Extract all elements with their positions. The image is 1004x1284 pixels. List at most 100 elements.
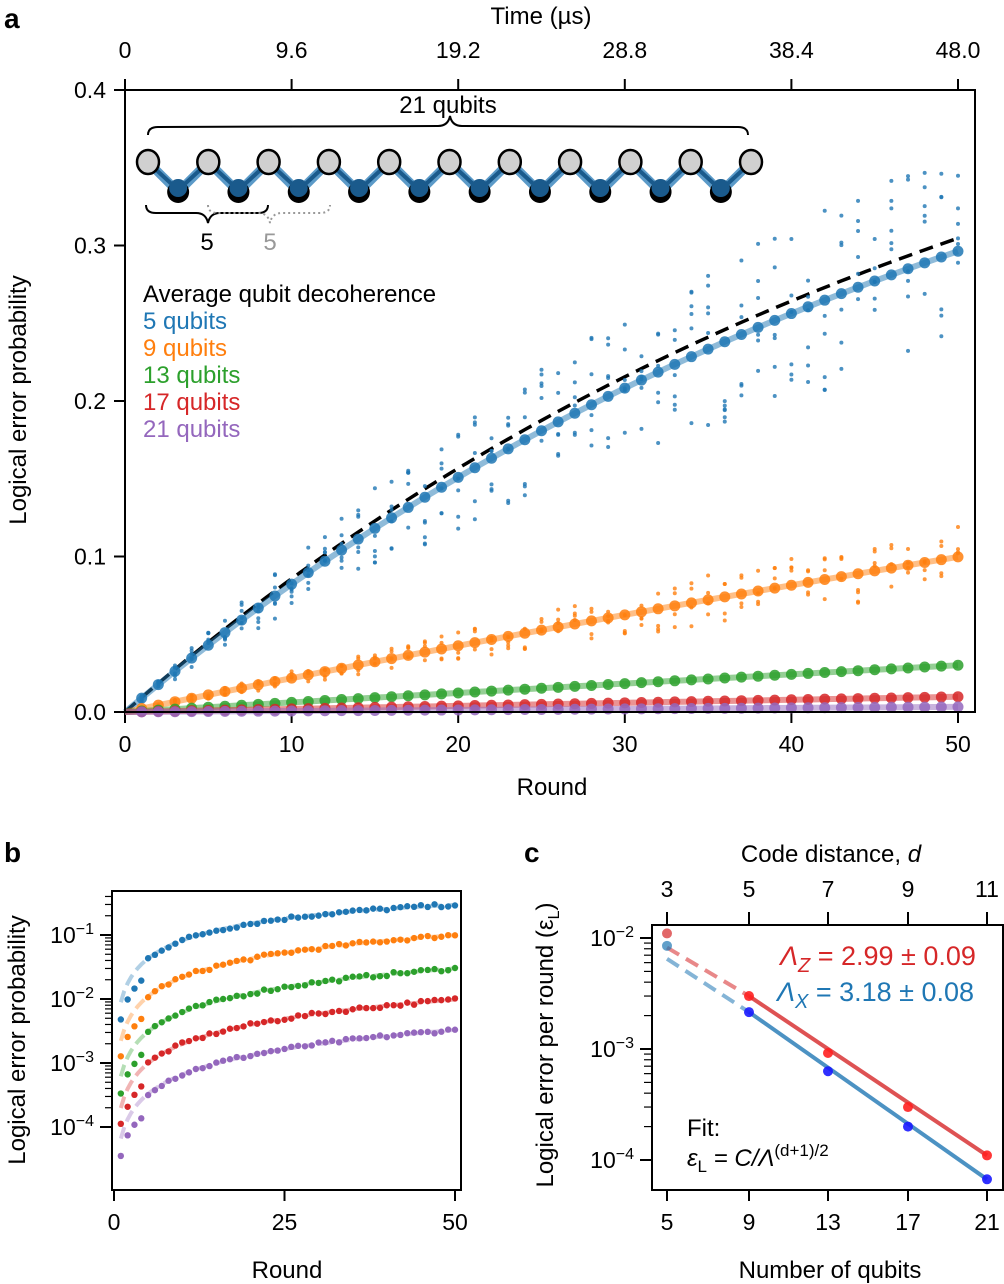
- mean-point: [685, 674, 697, 686]
- sample-point: [522, 415, 527, 420]
- sample-point: [706, 311, 711, 316]
- mean-point: [919, 556, 931, 568]
- sample-point: [889, 546, 894, 551]
- inset-brace-total: [147, 115, 749, 136]
- sample-point: [939, 539, 944, 544]
- b-point: [431, 996, 438, 1004]
- b-point: [322, 942, 329, 950]
- b-point: [329, 911, 336, 918]
- sample-point: [389, 646, 394, 651]
- mean-point: [769, 694, 781, 706]
- sample-point: [389, 507, 394, 512]
- sample-point: [189, 648, 194, 653]
- sample-point: [489, 647, 494, 652]
- b-point: [117, 1016, 125, 1023]
- b-point: [185, 933, 193, 941]
- mean-point: [902, 662, 914, 674]
- mean-point: [352, 693, 364, 705]
- lambda-z-label: ΛZ = 2.99 ± 0.09: [778, 941, 976, 977]
- a-x-tick-label: 50: [945, 731, 971, 757]
- sample-point: [439, 511, 444, 516]
- sample-point: [856, 271, 861, 276]
- b-point: [131, 1060, 138, 1068]
- mean-point: [436, 704, 448, 716]
- sample-point: [506, 643, 511, 648]
- sample-point: [956, 206, 960, 211]
- b-point: [417, 1028, 425, 1036]
- mean-point: [419, 704, 431, 716]
- b-point: [274, 986, 281, 993]
- sample-point: [539, 372, 544, 377]
- b-point: [260, 951, 268, 958]
- sample-point: [289, 600, 294, 605]
- a-y-tick-label: 0.4: [74, 77, 106, 103]
- sample-point: [389, 546, 394, 551]
- mean-point: [386, 653, 398, 665]
- sample-point: [706, 573, 711, 578]
- b-point: [172, 1075, 179, 1082]
- sample-point: [256, 626, 261, 631]
- sample-point: [656, 623, 661, 628]
- b-point: [390, 1002, 397, 1009]
- mean-point: [752, 585, 764, 597]
- mean-point: [319, 695, 331, 707]
- b-point: [131, 1121, 138, 1128]
- sample-point: [822, 375, 827, 380]
- sample-point: [456, 432, 461, 437]
- b-point: [144, 1091, 152, 1099]
- c-x-tick-label: 21: [974, 1209, 1000, 1235]
- mean-point: [785, 702, 797, 714]
- sample-point: [722, 419, 727, 424]
- sample-point: [706, 422, 711, 427]
- b-point: [410, 1001, 418, 1008]
- b-point: [185, 1005, 193, 1012]
- mean-point: [852, 701, 864, 713]
- b-point: [226, 994, 234, 1002]
- b-point: [301, 982, 309, 989]
- sample-point: [956, 236, 960, 241]
- mean-point: [702, 343, 714, 355]
- b-point: [294, 914, 302, 921]
- sample-point: [672, 373, 677, 378]
- mean-point: [952, 691, 964, 703]
- sample-point: [822, 387, 827, 392]
- b-point: [260, 917, 268, 925]
- b-point: [247, 1052, 254, 1060]
- sample-point: [739, 605, 744, 610]
- fit-line: [123, 248, 959, 715]
- sample-point: [689, 586, 694, 591]
- a-axes-frame: [124, 89, 976, 713]
- b-point: [267, 1047, 275, 1055]
- sample-point: [172, 677, 177, 682]
- sample-point: [889, 228, 894, 233]
- sample-point: [306, 563, 311, 568]
- sample-point: [506, 646, 511, 651]
- sample-point: [539, 367, 544, 372]
- b-point: [438, 967, 445, 975]
- sample-point: [589, 372, 594, 377]
- a-x-tick-label: 0: [119, 731, 132, 757]
- b-point: [315, 912, 322, 919]
- b-point: [219, 961, 227, 968]
- sample-point: [889, 198, 894, 203]
- mean-point: [219, 627, 231, 639]
- b-point: [199, 967, 206, 975]
- sample-point: [739, 381, 744, 386]
- mean-point: [619, 382, 631, 394]
- sample-point: [356, 550, 361, 555]
- mean-point: [602, 390, 614, 402]
- b-point: [363, 1004, 370, 1012]
- sample-point: [272, 572, 277, 577]
- sample-point: [872, 266, 877, 271]
- b-point: [369, 938, 377, 945]
- mean-point: [486, 633, 498, 645]
- sample-point: [806, 363, 811, 368]
- sample-point: [872, 546, 877, 551]
- sample-point: [722, 611, 727, 616]
- mean-point: [369, 656, 381, 668]
- b-point: [240, 956, 247, 963]
- b-point: [117, 1120, 125, 1128]
- sample-point: [839, 243, 844, 248]
- a-top-tick-label: 0: [119, 37, 132, 63]
